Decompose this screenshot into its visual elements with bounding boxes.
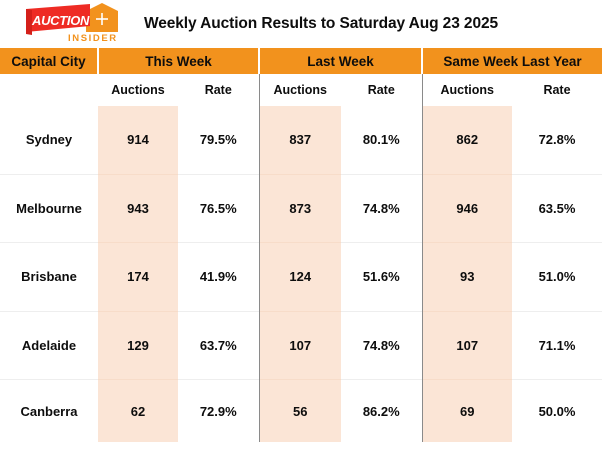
sub-header-row: Auctions Rate Auctions Rate Auctions Rat… (0, 74, 602, 106)
row-city-adelaide: Adelaide (0, 310, 98, 380)
table-row: Melbourne 943 76.5% 873 74.8% 946 63.5% (0, 173, 602, 243)
row-city-brisbane: Brisbane (0, 242, 98, 311)
cell-last-week-auctions: 107 (258, 310, 341, 380)
table-row: Adelaide 129 63.7% 107 74.8% 107 71.1% (0, 310, 602, 380)
cell-this-week-rate: 41.9% (178, 242, 259, 311)
sub-header-last-year-rate: Rate (512, 74, 602, 106)
cell-this-week-auctions: 943 (98, 173, 178, 243)
cell-last-year-auctions: 862 (421, 106, 512, 174)
auction-results-table: Capital City This Week Last Week Same We… (0, 48, 602, 442)
ribbon-shape (26, 4, 90, 35)
cell-last-year-rate: 51.0% (512, 242, 602, 311)
cell-last-year-auctions: 946 (421, 173, 512, 243)
group-header-this-week: This Week (97, 48, 260, 74)
cell-last-year-rate: 71.1% (512, 310, 602, 380)
cell-last-week-auctions: 56 (258, 379, 341, 442)
sub-header-last-week-auctions: Auctions (258, 74, 341, 106)
cell-last-week-rate: 74.8% (341, 310, 422, 380)
row-city-canberra: Canberra (0, 379, 98, 442)
house-icon (86, 3, 118, 32)
group-header-same-week-last-year: Same Week Last Year (421, 48, 602, 74)
sub-header-this-week-auctions: Auctions (98, 74, 178, 106)
table-head: Capital City This Week Last Week Same We… (0, 48, 602, 106)
sub-header-blank (0, 74, 98, 106)
cell-last-year-auctions: 93 (421, 242, 512, 311)
sub-header-last-year-auctions: Auctions (421, 74, 512, 106)
cell-this-week-rate: 79.5% (178, 106, 259, 174)
table-row: Sydney 914 79.5% 837 80.1% 862 72.8% (0, 106, 602, 174)
cell-this-week-auctions: 174 (98, 242, 178, 311)
cell-last-year-rate: 50.0% (512, 379, 602, 442)
cell-last-year-auctions: 107 (421, 310, 512, 380)
group-header-last-week: Last Week (258, 48, 423, 74)
row-city-melbourne: Melbourne (0, 173, 98, 243)
page-title: Weekly Auction Results to Saturday Aug 2… (143, 15, 499, 32)
group-header-capital-city: Capital City (0, 48, 99, 74)
cell-last-week-rate: 80.1% (341, 106, 422, 174)
cell-last-week-rate: 86.2% (341, 379, 422, 442)
logo-wordmark: AUCTION (31, 13, 90, 28)
cell-last-week-auctions: 873 (258, 173, 341, 243)
table-row: Canberra 62 72.9% 56 86.2% 69 50.0% (0, 379, 602, 442)
cell-this-week-auctions: 914 (98, 106, 178, 174)
cell-this-week-rate: 72.9% (178, 379, 259, 442)
logo-subwordmark: INSIDER (68, 33, 118, 44)
cell-this-week-rate: 76.5% (178, 173, 259, 243)
cell-last-week-rate: 51.6% (341, 242, 422, 311)
cell-this-week-auctions: 62 (98, 379, 178, 442)
auction-insider-logo: AUCTION INSIDER (12, 1, 132, 47)
cell-last-week-rate: 74.8% (341, 173, 422, 243)
table-body: Sydney 914 79.5% 837 80.1% 862 72.8% Mel… (0, 106, 602, 442)
cell-last-week-auctions: 837 (258, 106, 341, 174)
cell-last-year-auctions: 69 (421, 379, 512, 442)
row-city-sydney: Sydney (0, 106, 98, 174)
table-row: Brisbane 174 41.9% 124 51.6% 93 51.0% (0, 242, 602, 311)
sub-header-last-week-rate: Rate (341, 74, 422, 106)
cell-this-week-rate: 63.7% (178, 310, 259, 380)
cell-last-week-auctions: 124 (258, 242, 341, 311)
cell-last-year-rate: 63.5% (512, 173, 602, 243)
cell-this-week-auctions: 129 (98, 310, 178, 380)
page-header: AUCTION INSIDER Weekly Auction Results t… (0, 0, 602, 48)
cell-last-year-rate: 72.8% (512, 106, 602, 174)
sub-header-this-week-rate: Rate (178, 74, 259, 106)
group-header-row: Capital City This Week Last Week Same We… (0, 48, 602, 74)
